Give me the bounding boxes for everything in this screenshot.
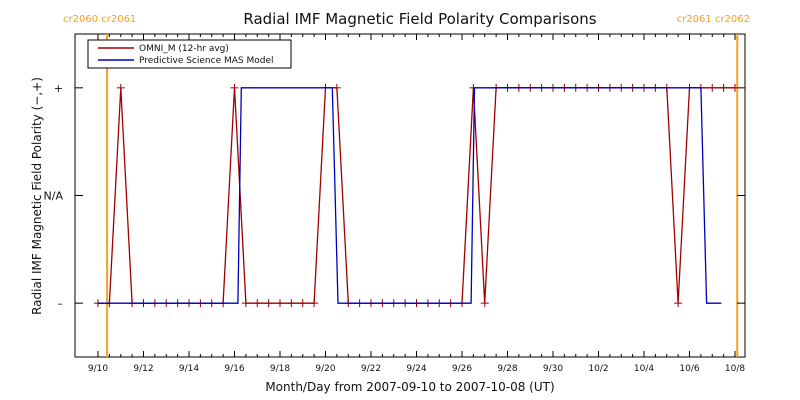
x-tick-label: 9/28 (497, 364, 517, 374)
y-tick-label: N/A (44, 190, 64, 203)
plot-frame (74, 33, 746, 358)
omni-data-point (719, 83, 728, 92)
legend-box (87, 39, 292, 69)
omni-data-point (276, 299, 284, 308)
x-tick-label: 9/10 (88, 364, 108, 374)
omni-data-point (731, 83, 739, 92)
omni-data-point (264, 299, 273, 308)
legend-label-mas: Predictive Science MAS Model (139, 56, 274, 66)
x-tick-label: 9/14 (179, 364, 199, 374)
legend-label-omni: OMNI_M (12-hr avg) (139, 44, 229, 54)
omni-data-point (708, 83, 717, 92)
y-tick-label: + (54, 82, 63, 95)
omni-data-point (480, 299, 489, 308)
y-tick-label: – (58, 297, 64, 310)
carrington-label: cr2061 cr2062 (677, 14, 750, 25)
legend: OMNI_M (12-hr avg) Predictive Science MA… (87, 39, 292, 69)
mas-series-line (98, 87, 722, 304)
omni-data-point (116, 83, 125, 92)
series-layer (94, 83, 739, 308)
x-axis-ticks: 9/10 9/12 9/14 9/16 9/18 9/20 9/22 9/24 9/26 9/28… (88, 34, 745, 374)
x-tick-label: 9/12 (133, 364, 153, 374)
x-axis-label: Month/Day from 2007-09-10 to 2007-10-08 … (265, 380, 554, 394)
x-tick-label: 9/16 (224, 364, 244, 374)
y-axis-label: Radial IMF Magnetic Field Polarity (−,+) (30, 77, 44, 315)
omni-data-point (230, 83, 239, 92)
x-tick-label: 9/30 (543, 364, 563, 374)
omni-data-point (287, 299, 296, 308)
x-tick-label: 9/24 (406, 364, 426, 374)
carrington-label: cr2060 cr2061 (63, 14, 136, 25)
x-tick-label: 9/26 (452, 364, 472, 374)
omni-data-point (310, 299, 319, 308)
omni-data-point (674, 299, 683, 308)
x-tick-label: 9/22 (361, 364, 381, 374)
x-tick-label: 10/6 (679, 364, 699, 374)
y-axis-ticks: + N/A – (44, 82, 745, 310)
x-tick-label: 9/20 (315, 364, 335, 374)
omni-series-line (98, 87, 735, 304)
chart-title: Radial IMF Magnetic Field Polarity Compa… (243, 10, 596, 28)
x-tick-label: 10/8 (725, 364, 745, 374)
x-tick-label: 9/18 (270, 364, 290, 374)
omni-data-point (241, 299, 250, 308)
omni-data-point (298, 299, 307, 308)
omni-data-point (332, 83, 341, 92)
x-tick-label: 10/2 (588, 364, 608, 374)
x-tick-label: 10/4 (634, 364, 654, 374)
omni-data-point (253, 299, 262, 308)
